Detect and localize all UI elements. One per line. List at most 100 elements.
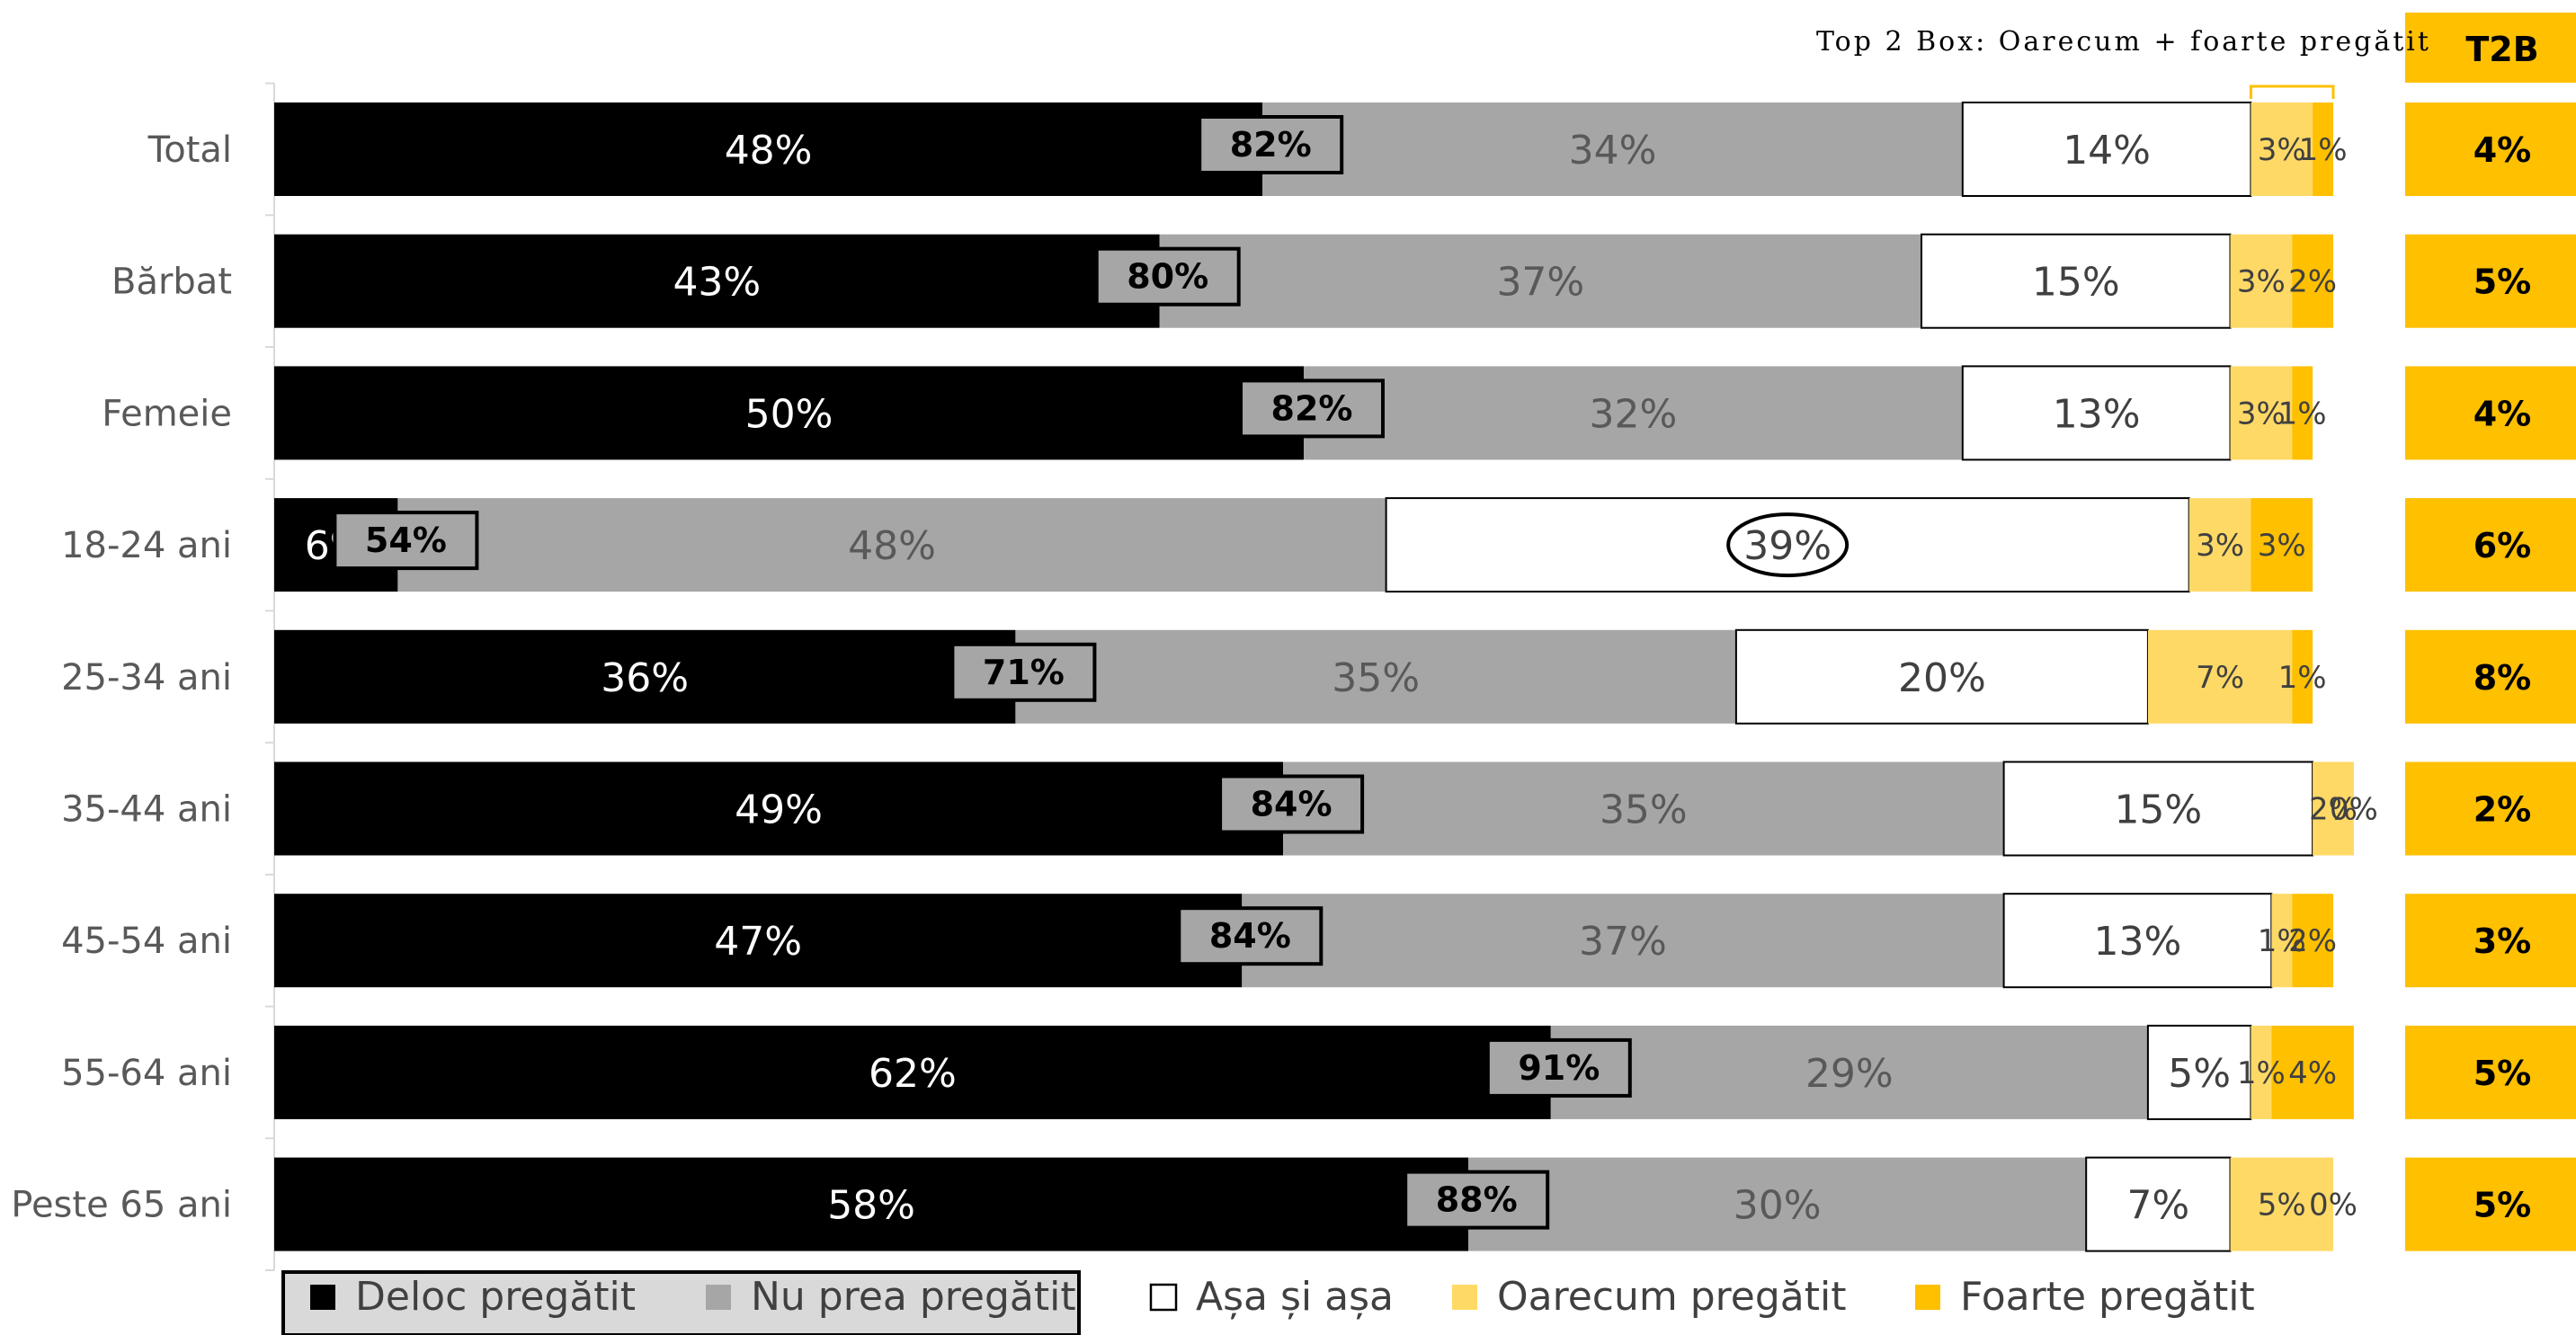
bottom2-sum-label: 91% xyxy=(1518,1048,1600,1088)
data-label-oarecum-pregatit: 3% xyxy=(2237,264,2286,300)
bar-foarte-pregatit xyxy=(2292,234,2333,328)
legend-swatch-nu-prea-pregatit xyxy=(706,1285,731,1310)
bottom2-sum-box xyxy=(1218,774,1365,834)
data-label-oarecum-pregatit: 2% xyxy=(2309,792,2358,828)
legend: Deloc pregătit Nu prea pregătit Așa și așa… xyxy=(281,1270,2255,1335)
data-label-nu-prea-pregatit: 29% xyxy=(1805,1051,1894,1097)
data-label-oarecum-pregatit: 5% xyxy=(2258,1188,2306,1224)
data-label-nu-prea-pregatit: 30% xyxy=(1734,1183,1822,1229)
category-label: Peste 65 ani xyxy=(11,1185,232,1226)
bar-oarecum-pregatit xyxy=(2251,1025,2272,1119)
category-label: 35-44 ani xyxy=(61,789,232,831)
t2b-value: 5% xyxy=(2473,1186,2532,1225)
t2b-box xyxy=(2405,366,2576,460)
legend-label-nu-prea-pregatit: Nu prea pregătit xyxy=(751,1274,1076,1320)
t2b-value: 2% xyxy=(2473,790,2532,830)
legend-label-deloc-pregatit: Deloc pregătit xyxy=(355,1274,636,1320)
bars-layer: 48% 34% 14% 3%1%82%43% 37% 15% 3% 2%80%50% 32% 13… xyxy=(274,85,2378,1252)
data-label-foarte-pregatit: 0% xyxy=(2309,1188,2358,1224)
t2b-box xyxy=(2405,102,2576,196)
data-label-nu-prea-pregatit: 34% xyxy=(1569,128,1657,174)
t2b-value: 5% xyxy=(2473,263,2532,302)
category-label: 45-54 ani xyxy=(61,921,232,962)
legend-swatch-foarte-pregatit xyxy=(1915,1285,1940,1310)
data-label-foarte-pregatit: 1% xyxy=(2278,660,2327,696)
bottom2-sum-label: 84% xyxy=(1209,916,1291,956)
t2b-header-box xyxy=(2405,13,2576,83)
bar-foarte-pregatit xyxy=(2292,366,2313,460)
bar-foarte-pregatit xyxy=(2251,498,2313,592)
bar-nu-prea-pregatit xyxy=(397,498,1386,592)
bar-nu-prea-pregatit xyxy=(1242,894,2004,988)
bar-nu-prea-pregatit xyxy=(1304,366,1963,460)
bar-oarecum-pregatit xyxy=(2313,761,2354,856)
data-label-nu-prea-pregatit: 37% xyxy=(1579,919,1667,965)
bar-oarecum-pregatit xyxy=(2230,1157,2333,1251)
t2b-box xyxy=(2405,234,2576,328)
data-label-asa-si-asa: 39% xyxy=(1743,523,1832,569)
data-label-asa-si-asa: 13% xyxy=(2053,391,2141,437)
legend-label-oarecum-pregatit: Oarecum pregătit xyxy=(1497,1274,1846,1320)
bar-deloc-pregatit xyxy=(274,1025,1551,1119)
data-label-foarte-pregatit: 2% xyxy=(2288,264,2337,300)
data-label-oarecum-pregatit: 3% xyxy=(2237,396,2286,432)
bar-oarecum-pregatit xyxy=(2230,234,2293,328)
bar-nu-prea-pregatit xyxy=(1015,629,1736,724)
bar-nu-prea-pregatit xyxy=(1468,1157,2087,1251)
t2b-value: 3% xyxy=(2473,921,2532,961)
bottom2-sum-label: 82% xyxy=(1230,125,1312,165)
bar-deloc-pregatit xyxy=(274,366,1304,460)
data-label-oarecum-pregatit: 3% xyxy=(2258,132,2306,168)
data-label-nu-prea-pregatit: 35% xyxy=(1332,655,1420,701)
bottom2-sum-box xyxy=(1404,1170,1550,1230)
bottom2-sum-label: 84% xyxy=(1251,785,1333,824)
bar-nu-prea-pregatit xyxy=(1283,761,2004,856)
bottom2-sum-box xyxy=(1198,115,1344,174)
t2b-box xyxy=(2405,761,2576,856)
top2box-annotation: Top 2 Box: Oarecum + foarte pregătit xyxy=(1816,26,2431,58)
bar-nu-prea-pregatit xyxy=(1159,234,1921,328)
legend-swatch-oarecum-pregatit xyxy=(1452,1285,1477,1310)
data-label-foarte-pregatit: 0% xyxy=(2330,792,2378,828)
bottom2-sum-box xyxy=(950,642,1097,702)
bar-oarecum-pregatit xyxy=(2147,629,2293,724)
bar-oarecum-pregatit xyxy=(2251,102,2313,196)
data-label-oarecum-pregatit: 1% xyxy=(2237,1055,2286,1091)
t2b-value: 8% xyxy=(2473,658,2532,698)
bar-oarecum-pregatit xyxy=(2230,366,2293,460)
bar-asa-si-asa xyxy=(1961,365,2232,461)
t2b-box xyxy=(2405,1025,2576,1119)
t2b-value: 6% xyxy=(2473,526,2532,565)
bottom2-sum-label: 71% xyxy=(983,653,1065,692)
bar-asa-si-asa xyxy=(2085,1156,2232,1252)
top2box-bracket xyxy=(2249,85,2335,99)
bottom2-sum-box xyxy=(333,511,479,571)
bar-deloc-pregatit xyxy=(274,761,1284,856)
data-label-deloc-pregatit: 49% xyxy=(735,788,823,833)
data-label-nu-prea-pregatit: 35% xyxy=(1600,788,1688,833)
data-label-asa-si-asa: 15% xyxy=(2114,788,2202,833)
bar-foarte-pregatit xyxy=(2271,1025,2354,1119)
t2b-value: 4% xyxy=(2473,394,2532,433)
data-label-nu-prea-pregatit: 32% xyxy=(1590,391,1678,437)
legend-swatch-deloc-pregatit xyxy=(310,1285,335,1310)
category-label: 25-34 ani xyxy=(61,657,232,699)
highlight-ellipse xyxy=(1726,512,1850,578)
legend-highlight-box xyxy=(281,1270,1081,1335)
bar-asa-si-asa xyxy=(2146,1024,2252,1120)
data-label-deloc-pregatit: 47% xyxy=(714,919,802,965)
bar-deloc-pregatit xyxy=(274,629,1016,724)
data-label-deloc-pregatit: 62% xyxy=(869,1051,957,1097)
bottom2-sum-label: 54% xyxy=(365,521,447,560)
t2b-column: 4% 5% 4% 6% 8% 2% 3% 5% 5% T2B xyxy=(2405,13,2576,1251)
bar-deloc-pregatit xyxy=(274,1157,1469,1251)
legend-label-asa-si-asa: Așa și așa xyxy=(1196,1274,1394,1320)
bottom2-sum-box xyxy=(1485,1037,1632,1098)
bar-asa-si-asa xyxy=(2002,893,2273,989)
bar-nu-prea-pregatit xyxy=(1550,1025,2148,1119)
bar-deloc-pregatit xyxy=(274,234,1160,328)
bar-oarecum-pregatit xyxy=(2271,894,2293,988)
t2b-box xyxy=(2405,498,2576,592)
data-label-foarte-pregatit: 1% xyxy=(2278,396,2327,432)
